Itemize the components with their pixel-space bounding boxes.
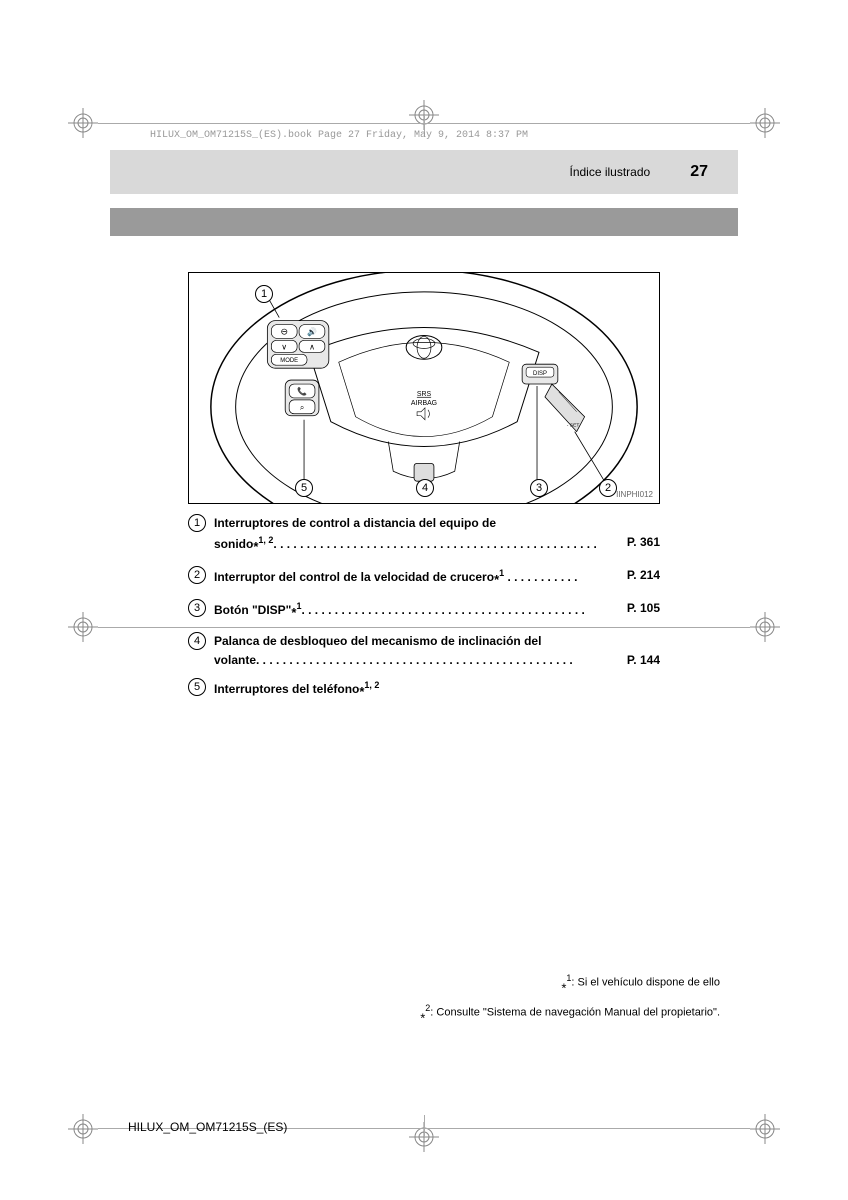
- page-ref: P. 214: [627, 566, 660, 585]
- svg-text:∧: ∧: [309, 342, 315, 351]
- entry-text: Palanca de desbloqueo del mecanismo de i…: [214, 632, 660, 651]
- entry-number: 5: [188, 678, 206, 696]
- callout-5: 5: [295, 479, 313, 497]
- guide-line: [424, 1115, 425, 1137]
- page-ref: P. 105: [627, 599, 660, 618]
- entry-number: 2: [188, 566, 206, 584]
- svg-text:📞: 📞: [297, 386, 307, 396]
- entry-2: 2 Interruptor del control de la velocida…: [188, 566, 660, 591]
- entry-number: 1: [188, 514, 206, 532]
- crop-mark-ml: [68, 612, 98, 642]
- entry-5: 5 Interruptores del teléfono*1, 2: [188, 678, 660, 703]
- crop-mark-tr: [750, 108, 780, 138]
- callout-4: 4: [416, 479, 434, 497]
- crop-mark-bl: [68, 1114, 98, 1144]
- svg-text:MODE: MODE: [280, 358, 298, 364]
- crop-mark-br: [750, 1114, 780, 1144]
- page-ref: P. 144: [627, 651, 660, 670]
- cruise-stalk-icon: - SET: [545, 384, 585, 432]
- print-header: HILUX_OM_OM71215S_(ES).book Page 27 Frid…: [150, 130, 528, 141]
- svg-text:AIRBAG: AIRBAG: [411, 400, 437, 407]
- entry-4: 4 Palanca de desbloqueo del mecanismo de…: [188, 632, 660, 670]
- entry-text: Interruptores de control a distancia del…: [214, 514, 660, 533]
- svg-text:⌕: ⌕: [300, 403, 304, 412]
- section-title: Índice ilustrado: [569, 165, 650, 179]
- header-band: Índice ilustrado 27: [110, 150, 738, 194]
- footer-code: HILUX_OM_OM71215S_(ES): [128, 1120, 287, 1134]
- crop-mark-mr: [750, 612, 780, 642]
- crop-mark-tl: [68, 108, 98, 138]
- footnotes: *1: Si el vehículo dispone de ello *2: C…: [220, 970, 720, 1030]
- callout-1: 1: [255, 285, 273, 303]
- entry-number: 4: [188, 632, 206, 650]
- svg-text:∨: ∨: [281, 342, 287, 351]
- disp-button-icon: DISP: [522, 364, 558, 384]
- index-entries: 1 Interruptores de control a distancia d…: [188, 514, 660, 711]
- svg-text:🔊: 🔊: [307, 326, 317, 336]
- svg-text:⊖: ⊖: [280, 326, 287, 336]
- phone-buttons-icon: 📞 ⌕: [285, 380, 319, 416]
- footnote-2: *2: Consulte "Sistema de navegación Manu…: [220, 1000, 720, 1030]
- steering-wheel-svg: SRS AIRBAG ⊖ 🔊 ∨ ∧ MODE 📞 ⌕: [189, 273, 659, 503]
- svg-text:- SET: - SET: [567, 423, 580, 429]
- callout-2: 2: [599, 479, 617, 497]
- callout-3: 3: [530, 479, 548, 497]
- page-ref: P. 361: [627, 533, 660, 552]
- audio-buttons-icon: ⊖ 🔊 ∨ ∧ MODE: [267, 321, 328, 369]
- entry-3: 3 Botón "DISP"*1. . . . . . . . . . . . …: [188, 599, 660, 624]
- entry-number: 3: [188, 599, 206, 617]
- footnote-1: *1: Si el vehículo dispone de ello: [220, 970, 720, 1000]
- diagram-code: IINPHI012: [616, 490, 653, 499]
- svg-text:SRS: SRS: [417, 391, 432, 398]
- entry-1: 1 Interruptores de control a distancia d…: [188, 514, 660, 558]
- page-number: 27: [690, 163, 708, 181]
- steering-wheel-diagram: SRS AIRBAG ⊖ 🔊 ∨ ∧ MODE 📞 ⌕: [188, 272, 660, 504]
- sub-band: [110, 208, 738, 236]
- svg-text:DISP: DISP: [533, 371, 547, 377]
